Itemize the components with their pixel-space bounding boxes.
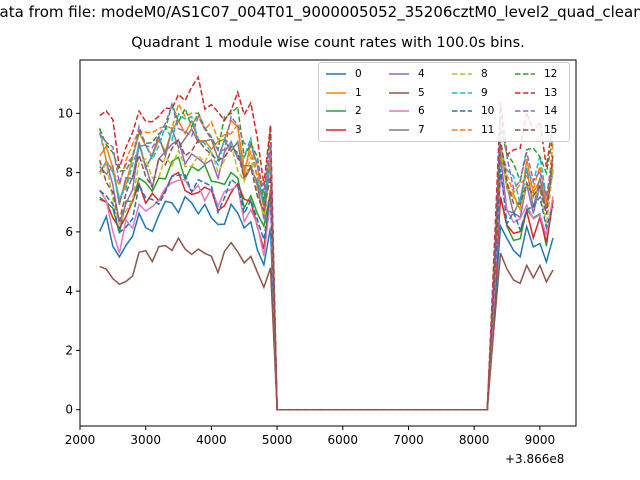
y-tick-label: 0 — [65, 403, 73, 417]
series-line-8 — [99, 140, 554, 411]
legend-swatch — [326, 73, 346, 75]
legend-label: 2 — [355, 105, 362, 117]
legend-swatch — [452, 128, 472, 131]
legend-item-8: 8 — [451, 66, 488, 82]
legend-label: 0 — [355, 68, 362, 80]
legend-swatch — [389, 73, 409, 75]
legend-label: 5 — [418, 86, 425, 99]
legend-label: 12 — [544, 68, 558, 80]
legend-item-2: 2 — [325, 103, 362, 119]
series-lines — [98, 75, 554, 411]
legend: 0 1 2 3 4 5 6 7 8 9 10 11 12 13 14 15 — [318, 62, 570, 142]
legend-swatch — [515, 91, 535, 94]
legend-label: 9 — [481, 86, 488, 99]
legend-item-3: 3 — [325, 122, 362, 138]
series-line-14 — [99, 102, 554, 411]
legend-swatch — [389, 110, 409, 112]
x-tick-label: 3000 — [130, 433, 161, 447]
legend-swatch — [389, 128, 409, 131]
series-line-4 — [99, 138, 554, 411]
series-line-2 — [99, 156, 554, 411]
series-line-10 — [99, 169, 554, 411]
legend-label: 3 — [355, 123, 362, 136]
legend-item-12: 12 — [514, 66, 557, 82]
legend-swatch — [326, 91, 346, 94]
legend-label: 6 — [418, 105, 425, 117]
legend-swatch — [326, 110, 346, 112]
legend-swatch — [515, 110, 535, 112]
series-line-3 — [99, 171, 554, 411]
legend-swatch — [515, 73, 535, 75]
legend-item-14: 14 — [514, 103, 557, 119]
legend-swatch — [515, 128, 535, 131]
legend-swatch — [389, 91, 409, 94]
legend-label: 13 — [544, 86, 558, 99]
series-line-6 — [99, 175, 554, 411]
legend-item-7: 7 — [388, 122, 425, 138]
legend-item-5: 5 — [388, 85, 425, 101]
x-tick-label: 2000 — [65, 433, 96, 447]
x-axis: 2000 3000 4000 5000 6000 7000 8000 9000 — [65, 426, 555, 447]
x-tick-label: 8000 — [459, 433, 490, 447]
legend-item-6: 6 — [388, 103, 425, 119]
legend-item-13: 13 — [514, 85, 557, 101]
axes-frame — [79, 59, 577, 427]
series-line-15 — [98, 138, 554, 411]
legend-swatch — [326, 128, 346, 131]
legend-label: 7 — [418, 123, 425, 136]
legend-item-0: 0 — [325, 66, 362, 82]
legend-swatch — [452, 91, 472, 94]
legend-item-10: 10 — [451, 103, 494, 119]
figure-suptitle: Data from file: modeM0/AS1C07_004T01_900… — [0, 3, 640, 21]
legend-item-4: 4 — [388, 66, 425, 82]
legend-label: 1 — [355, 86, 362, 99]
chart-title: Quadrant 1 module wise count rates with … — [131, 35, 525, 51]
legend-item-15: 15 — [514, 122, 557, 138]
series-line-1 — [99, 119, 554, 411]
series-line-5 — [99, 236, 554, 411]
series-line-0 — [99, 195, 554, 411]
legend-label: 14 — [544, 105, 558, 117]
legend-label: 4 — [418, 68, 425, 80]
legend-swatch — [452, 110, 472, 112]
y-tick-label: 4 — [65, 284, 73, 298]
y-tick-label: 10 — [58, 106, 73, 120]
y-tick-label: 6 — [65, 225, 73, 239]
x-axis-offset-label: +3.866e8 — [505, 452, 565, 466]
legend-item-1: 1 — [325, 85, 362, 101]
y-tick-label: 2 — [65, 343, 73, 357]
y-axis: 0 2 4 6 8 10 — [58, 106, 80, 417]
legend-label: 15 — [544, 123, 558, 136]
legend-label: 8 — [481, 68, 488, 80]
legend-label: 10 — [481, 105, 495, 117]
x-tick-label: 7000 — [393, 433, 424, 447]
legend-item-9: 9 — [451, 85, 488, 101]
legend-swatch — [452, 73, 472, 75]
x-tick-label: 6000 — [328, 433, 359, 447]
legend-item-11: 11 — [451, 122, 494, 138]
legend-label: 11 — [481, 123, 495, 136]
x-tick-label: 4000 — [196, 433, 227, 447]
x-tick-label: 9000 — [525, 433, 556, 447]
x-tick-label: 5000 — [262, 433, 293, 447]
y-tick-label: 8 — [65, 166, 73, 180]
